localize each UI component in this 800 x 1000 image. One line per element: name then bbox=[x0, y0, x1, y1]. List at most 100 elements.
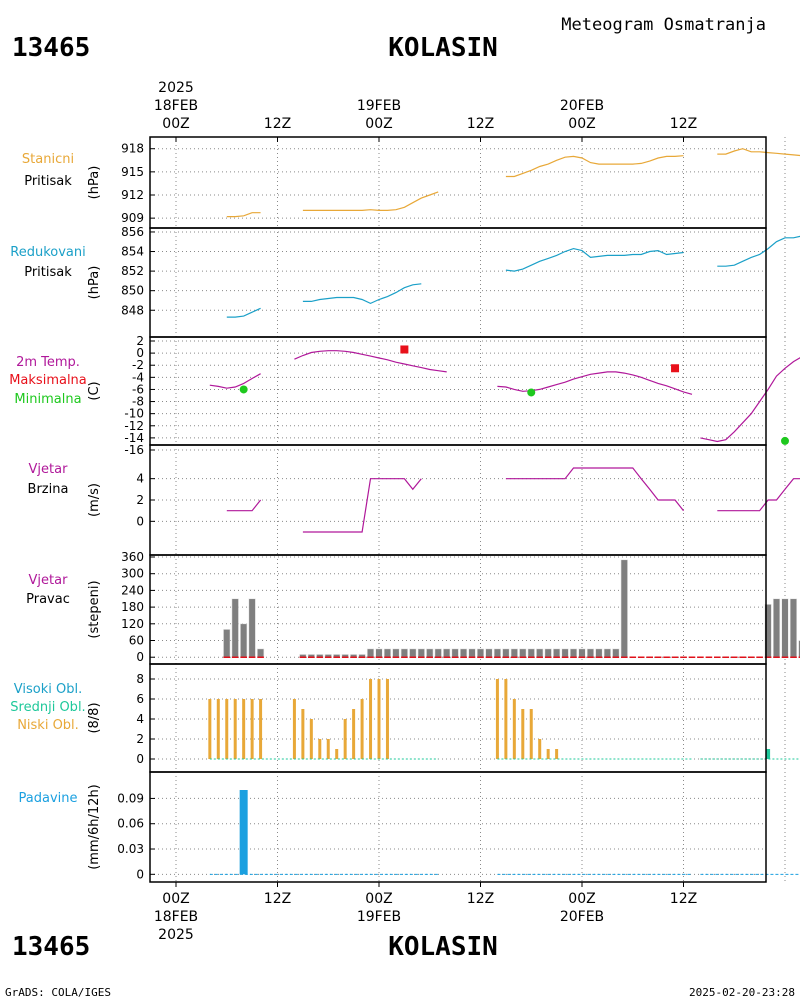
y-tick-label: 4 bbox=[136, 712, 144, 726]
panel-label: Pritisak bbox=[24, 265, 72, 280]
y-tick-label: 915 bbox=[121, 165, 144, 179]
low-cloud-bar bbox=[318, 739, 322, 759]
direction-bar bbox=[781, 598, 789, 658]
precip-bar bbox=[239, 790, 248, 875]
bottom-date-label: 18FEB bbox=[154, 909, 198, 925]
y-tick-label: -2 bbox=[132, 358, 144, 372]
direction-bar bbox=[569, 648, 578, 658]
low-cloud-bar bbox=[529, 709, 533, 759]
y-axis-label: (hPa) bbox=[87, 266, 102, 300]
station-id-top: 13465 bbox=[12, 33, 90, 63]
y-tick-label: 912 bbox=[121, 188, 144, 202]
generation-timestamp: 2025-02-20-23:28 bbox=[689, 986, 795, 999]
y-axis-label: (C) bbox=[87, 381, 102, 400]
direction-bar bbox=[510, 648, 518, 658]
y-axis-label: (hPa) bbox=[87, 166, 102, 200]
panel-label: Srednji Obl. bbox=[10, 700, 85, 715]
direction-bar bbox=[375, 648, 383, 658]
low-cloud-bar bbox=[292, 699, 296, 759]
panel-label: Pritisak bbox=[24, 174, 72, 189]
series-line bbox=[226, 212, 261, 218]
bottom-time-tick-label: 00Z bbox=[162, 891, 189, 907]
direction-bar bbox=[248, 598, 256, 658]
low-cloud-bar bbox=[504, 679, 508, 759]
y-tick-label: 4 bbox=[136, 472, 144, 486]
low-cloud-bar bbox=[216, 699, 220, 759]
low-cloud-bar bbox=[555, 749, 559, 759]
panel-wind_direction: Vjetar Pravac (stepeni) 0 60 120 180 240 300 360 bbox=[26, 550, 800, 665]
direction-bar bbox=[476, 648, 485, 658]
series-line bbox=[226, 307, 261, 318]
direction-bar bbox=[485, 648, 493, 658]
panel-reduced_pressure: Redukovani Pritisak (hPa) 848 850 852 854 856 bbox=[10, 225, 800, 338]
y-tick-label: 909 bbox=[121, 211, 144, 225]
y-tick-label: -6 bbox=[132, 382, 144, 396]
y-tick-label: 852 bbox=[121, 264, 144, 278]
y-tick-label: 0 bbox=[136, 752, 144, 766]
series-line bbox=[226, 499, 262, 512]
direction-bar bbox=[417, 648, 425, 658]
series-line bbox=[302, 191, 439, 211]
low-cloud-bar bbox=[521, 709, 525, 759]
top-time-tick-label: 12Z bbox=[670, 116, 697, 132]
low-cloud-bar bbox=[326, 739, 330, 759]
panel-label: Pravac bbox=[26, 592, 70, 607]
panel-label: Vjetar bbox=[29, 462, 69, 477]
top-time-tick-label: 12Z bbox=[264, 116, 291, 132]
direction-bar bbox=[409, 648, 417, 658]
series-line bbox=[505, 467, 684, 512]
direction-bar bbox=[240, 623, 248, 658]
top-time-tick-label: 00Z bbox=[365, 116, 392, 132]
panel-label: Stanicni bbox=[22, 152, 74, 167]
bottom-time-tick-label: 12Z bbox=[264, 891, 291, 907]
direction-bar bbox=[451, 648, 459, 658]
bottom-time-tick-label: 00Z bbox=[365, 891, 392, 907]
y-tick-label: 918 bbox=[121, 142, 144, 156]
top-time-tick-label: 00Z bbox=[568, 116, 595, 132]
direction-bar bbox=[366, 648, 375, 658]
top-time-tick-label: 12Z bbox=[467, 116, 494, 132]
panel-label: Maksimalna bbox=[9, 373, 87, 388]
direction-bar bbox=[493, 648, 502, 658]
y-tick-label: -8 bbox=[132, 395, 144, 409]
direction-bar bbox=[400, 648, 408, 658]
series-line bbox=[717, 478, 800, 512]
low-cloud-bar bbox=[259, 699, 263, 759]
direction-bar bbox=[383, 648, 392, 658]
y-tick-label: 856 bbox=[121, 225, 144, 239]
low-cloud-bar bbox=[360, 699, 364, 759]
low-cloud-bar bbox=[309, 719, 313, 759]
tmin-marker bbox=[239, 385, 248, 394]
station-name-bottom: KOLASIN bbox=[388, 932, 498, 962]
series-line bbox=[294, 350, 447, 373]
panel-label: Minimalna bbox=[14, 392, 81, 407]
bottom-time-tick-label: 12Z bbox=[670, 891, 697, 907]
top-date-label: 19FEB bbox=[357, 98, 401, 114]
low-cloud-bar bbox=[225, 699, 229, 759]
direction-bar bbox=[620, 559, 628, 658]
series-line bbox=[302, 283, 422, 305]
y-tick-label: 240 bbox=[121, 583, 144, 597]
low-cloud-bar bbox=[512, 699, 516, 759]
direction-bar bbox=[772, 598, 781, 658]
y-tick-label: 60 bbox=[129, 634, 144, 648]
panel-label: Visoki Obl. bbox=[14, 682, 82, 697]
y-tick-label: 6 bbox=[136, 692, 144, 706]
y-tick-label: 0 bbox=[136, 346, 144, 360]
panel-cloud_cover: Visoki Obl. Srednji Obl. Niski Obl. (8/8) 0 2… bbox=[10, 663, 800, 773]
low-cloud-bar bbox=[233, 699, 237, 759]
low-cloud-bar bbox=[335, 749, 339, 759]
low-cloud-bar bbox=[369, 679, 373, 759]
y-tick-label: -4 bbox=[132, 370, 144, 384]
direction-bar bbox=[459, 648, 468, 658]
series-line bbox=[505, 247, 684, 272]
top-date-label: 18FEB bbox=[154, 98, 198, 114]
panel-label: Brzina bbox=[28, 482, 69, 497]
direction-bar bbox=[519, 648, 527, 658]
series-line bbox=[209, 373, 261, 389]
direction-bar bbox=[223, 629, 231, 658]
series-line bbox=[497, 371, 693, 395]
low-cloud-bar bbox=[538, 739, 542, 759]
direction-bar bbox=[789, 598, 798, 658]
